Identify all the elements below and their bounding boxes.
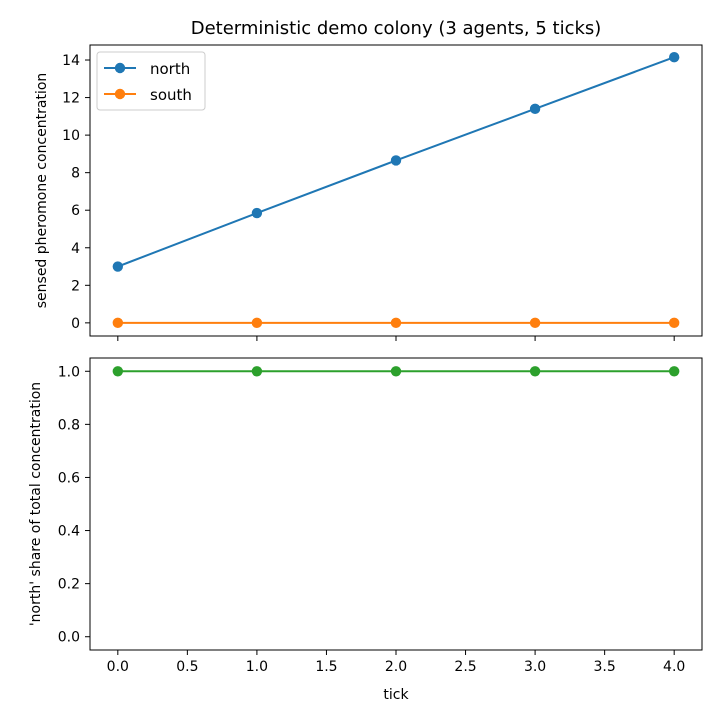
top-point-north	[251, 207, 263, 219]
bottom-x-tick-label: 0.0	[107, 659, 129, 675]
top-y-ticks: 0 2 4 6 8 10 12 14	[62, 53, 90, 332]
bottom-x-tick-label: 3.0	[524, 659, 546, 675]
top-point-north	[112, 261, 124, 272]
bottom-point-series-1	[668, 366, 680, 377]
bottom-panel: 0.0 0.5 1.0 1.5 2.0 2.5 3.0 3.5 4.0 0.0 0.2 0.4 0.6…	[28, 357, 703, 703]
bottom-x-tick-label: 3.5	[594, 659, 616, 675]
bottom-x-ticks: 0.0 0.5 1.0 1.5 2.0 2.5 3.0 3.5 4.0	[107, 650, 685, 675]
bottom-series-layer	[112, 366, 680, 377]
legend-marker-south	[114, 88, 126, 100]
bottom-y-tick-label: 0.0	[58, 630, 80, 646]
legend-item-north: north	[104, 60, 190, 78]
bottom-x-tick-label: 1.0	[246, 659, 268, 675]
top-y-tick-label: 14	[62, 53, 80, 69]
bottom-x-tick-label: 1.5	[315, 659, 337, 675]
bottom-y-axis-label: 'north' share of total concentration	[28, 382, 44, 626]
x-axis-label: tick	[383, 687, 409, 703]
top-panel: 0 2 4 6 8 10 12 14 sensed pheromone concentrati…	[34, 44, 703, 341]
bottom-x-tick-label: 0.5	[176, 659, 198, 675]
bottom-y-tick-label: 0.6	[58, 470, 80, 486]
chart-title: Deterministic demo colony (3 agents, 5 t…	[191, 18, 602, 39]
top-point-south	[529, 317, 541, 329]
top-point-south	[112, 317, 124, 329]
bottom-point-series-1	[529, 366, 541, 377]
legend-label-south: south	[150, 86, 192, 104]
top-y-tick-label: 2	[71, 278, 80, 294]
top-point-north	[390, 155, 402, 166]
top-y-axis-label: sensed pheromone concentration	[34, 73, 50, 309]
top-axes-frame	[89, 44, 703, 337]
bottom-point-series-1	[251, 366, 263, 377]
top-point-south	[668, 317, 680, 329]
top-point-north	[668, 52, 680, 63]
legend: north south	[96, 51, 206, 111]
top-series-layer	[112, 52, 680, 329]
bottom-y-ticks: 0.0 0.2 0.4 0.6 0.8 1.0	[58, 364, 90, 646]
bottom-y-tick-label: 0.4	[58, 524, 80, 540]
top-y-tick-label: 8	[71, 166, 80, 182]
bottom-x-tick-label: 2.5	[454, 659, 476, 675]
top-y-tick-label: 4	[71, 241, 80, 257]
legend-item-south: south	[104, 86, 192, 104]
legend-label-north: north	[150, 60, 190, 78]
bottom-x-tick-label: 4.0	[663, 659, 685, 675]
bottom-y-tick-label: 1.0	[58, 364, 80, 380]
bottom-y-tick-label: 0.8	[58, 417, 80, 433]
top-point-north	[529, 103, 541, 115]
top-point-south	[390, 317, 402, 329]
legend-marker-north	[114, 62, 126, 74]
top-y-tick-label: 0	[71, 316, 80, 332]
top-y-tick-label: 10	[62, 128, 80, 144]
bottom-point-series-1	[112, 366, 124, 377]
bottom-axes-frame	[89, 357, 703, 651]
bottom-y-tick-label: 0.2	[58, 577, 80, 593]
top-y-tick-label: 12	[62, 91, 80, 107]
top-point-south	[251, 317, 263, 329]
top-x-ticks	[117, 336, 675, 341]
bottom-x-tick-label: 2.0	[385, 659, 407, 675]
bottom-point-series-1	[390, 366, 402, 377]
top-y-tick-label: 6	[71, 203, 80, 219]
